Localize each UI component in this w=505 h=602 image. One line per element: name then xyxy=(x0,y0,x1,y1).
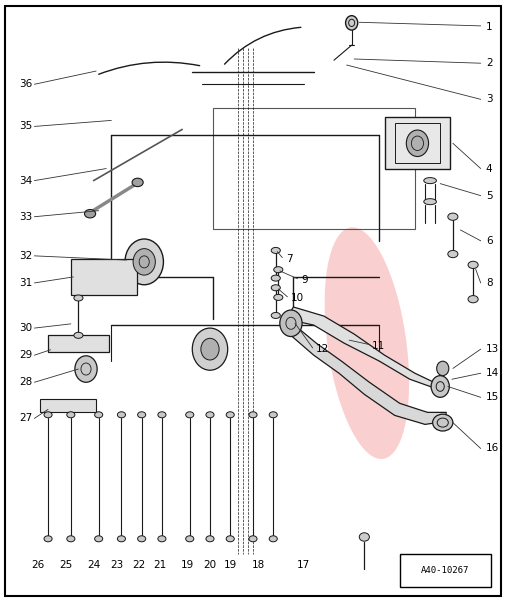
Ellipse shape xyxy=(423,178,435,184)
Text: 22: 22 xyxy=(132,560,145,569)
Circle shape xyxy=(436,361,448,376)
Ellipse shape xyxy=(94,536,103,542)
Bar xyxy=(394,123,439,163)
Ellipse shape xyxy=(74,295,83,301)
Text: 14: 14 xyxy=(485,368,498,378)
Text: 25: 25 xyxy=(59,560,72,569)
Text: 3: 3 xyxy=(485,95,491,104)
Bar xyxy=(212,108,414,229)
Ellipse shape xyxy=(447,213,457,220)
Bar xyxy=(48,335,109,352)
Ellipse shape xyxy=(269,412,277,418)
Ellipse shape xyxy=(137,536,145,542)
Text: 19: 19 xyxy=(180,560,193,569)
Text: 36: 36 xyxy=(19,79,32,89)
Ellipse shape xyxy=(447,250,457,258)
Ellipse shape xyxy=(158,412,166,418)
Text: 34: 34 xyxy=(19,176,32,185)
Polygon shape xyxy=(285,307,439,388)
Text: 31: 31 xyxy=(19,278,32,288)
Text: 9: 9 xyxy=(300,275,307,285)
Ellipse shape xyxy=(226,536,234,542)
Ellipse shape xyxy=(132,178,143,187)
Ellipse shape xyxy=(269,536,277,542)
Ellipse shape xyxy=(94,412,103,418)
Circle shape xyxy=(430,376,448,397)
Text: 16: 16 xyxy=(485,444,498,453)
Ellipse shape xyxy=(137,412,145,418)
Ellipse shape xyxy=(117,536,125,542)
Text: 29: 29 xyxy=(19,350,32,360)
Ellipse shape xyxy=(158,536,166,542)
Text: 28: 28 xyxy=(19,377,32,387)
Ellipse shape xyxy=(248,536,257,542)
Ellipse shape xyxy=(359,533,369,541)
Text: 23: 23 xyxy=(110,560,123,569)
Circle shape xyxy=(279,310,301,337)
Circle shape xyxy=(125,239,163,285)
Text: 5: 5 xyxy=(485,191,491,200)
Ellipse shape xyxy=(206,412,214,418)
Text: 19: 19 xyxy=(223,560,236,569)
Ellipse shape xyxy=(117,412,125,418)
Ellipse shape xyxy=(324,227,408,459)
Text: 10: 10 xyxy=(290,293,304,303)
Text: 15: 15 xyxy=(485,393,498,402)
Ellipse shape xyxy=(248,412,257,418)
Text: 26: 26 xyxy=(31,560,44,569)
Text: 21: 21 xyxy=(153,560,166,569)
Text: 11: 11 xyxy=(371,341,384,351)
Ellipse shape xyxy=(44,536,52,542)
Ellipse shape xyxy=(271,285,280,291)
Ellipse shape xyxy=(423,199,435,205)
Text: 30: 30 xyxy=(19,323,32,333)
Ellipse shape xyxy=(185,536,193,542)
Text: 32: 32 xyxy=(19,251,32,261)
Circle shape xyxy=(192,328,227,370)
Ellipse shape xyxy=(44,412,52,418)
Text: 1: 1 xyxy=(485,22,491,32)
Ellipse shape xyxy=(226,412,234,418)
Ellipse shape xyxy=(432,414,452,431)
Text: 6: 6 xyxy=(485,236,491,246)
Text: 27: 27 xyxy=(19,414,32,423)
Text: 20: 20 xyxy=(203,560,216,569)
Ellipse shape xyxy=(185,412,193,418)
Ellipse shape xyxy=(273,267,282,273)
Text: 33: 33 xyxy=(19,212,32,222)
Text: 8: 8 xyxy=(485,278,491,288)
Circle shape xyxy=(133,249,155,275)
Circle shape xyxy=(406,130,428,157)
Text: 18: 18 xyxy=(251,560,264,569)
Text: 13: 13 xyxy=(485,344,498,354)
Text: 7: 7 xyxy=(285,254,292,264)
Ellipse shape xyxy=(84,209,95,218)
Bar xyxy=(71,259,136,295)
Text: 2: 2 xyxy=(485,58,491,68)
Ellipse shape xyxy=(273,294,282,300)
Circle shape xyxy=(75,356,97,382)
Ellipse shape xyxy=(67,536,75,542)
Circle shape xyxy=(200,338,219,360)
Ellipse shape xyxy=(271,312,280,318)
Text: 17: 17 xyxy=(296,560,310,569)
Ellipse shape xyxy=(74,332,83,338)
Bar xyxy=(40,399,96,412)
Bar xyxy=(384,117,449,169)
Ellipse shape xyxy=(206,536,214,542)
Ellipse shape xyxy=(467,261,477,268)
Polygon shape xyxy=(285,322,445,424)
Text: 4: 4 xyxy=(485,164,491,173)
Ellipse shape xyxy=(67,412,75,418)
FancyBboxPatch shape xyxy=(5,6,500,596)
Text: 24: 24 xyxy=(87,560,100,569)
Circle shape xyxy=(345,16,357,30)
Text: 12: 12 xyxy=(316,344,329,354)
Ellipse shape xyxy=(467,296,477,303)
FancyBboxPatch shape xyxy=(399,554,490,587)
Text: 35: 35 xyxy=(19,122,32,131)
Text: A40-10267: A40-10267 xyxy=(420,566,469,575)
Ellipse shape xyxy=(271,275,280,281)
Ellipse shape xyxy=(271,247,280,253)
